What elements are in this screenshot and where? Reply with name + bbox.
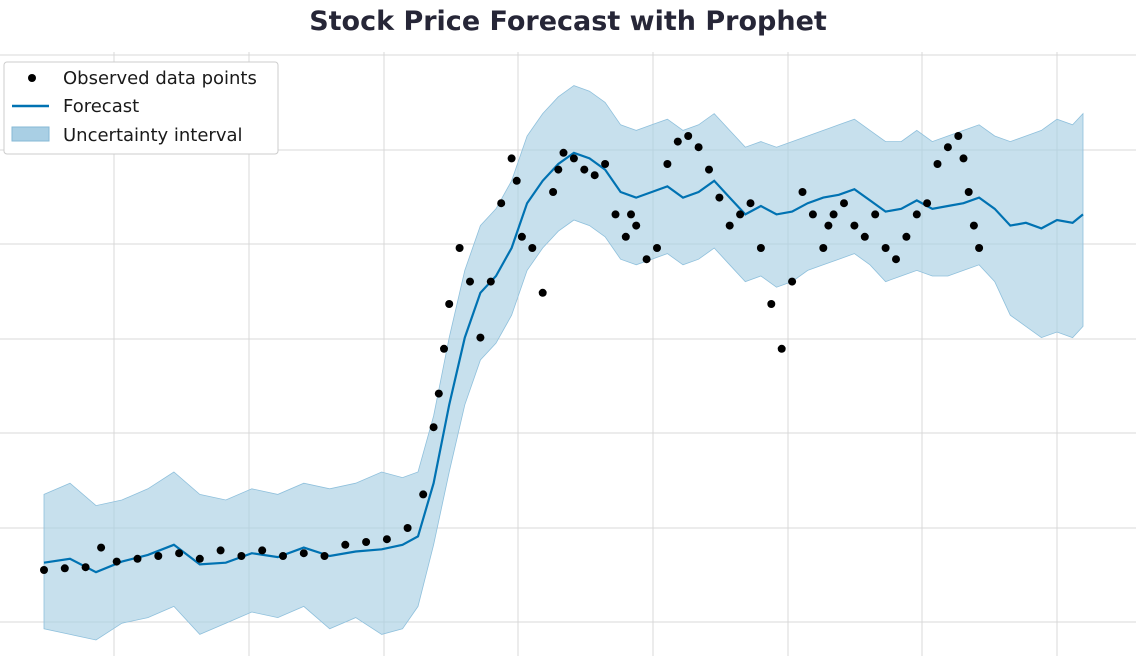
observed-point [767, 300, 776, 308]
observed-point [725, 221, 734, 230]
observed-point [694, 143, 703, 152]
chart-title: Stock Price Forecast with Prophet [309, 6, 827, 37]
observed-points [40, 132, 984, 574]
observed-point [476, 333, 485, 342]
observed-point [403, 524, 412, 532]
observed-point [902, 232, 911, 241]
observed-point [40, 566, 48, 574]
observed-point [627, 210, 635, 219]
observed-point [112, 557, 121, 566]
observed-point [362, 538, 371, 546]
observed-point [559, 148, 568, 157]
observed-point [788, 277, 797, 286]
observed-point [611, 210, 620, 219]
observed-point [549, 188, 558, 196]
observed-point [81, 563, 90, 572]
observed-point [507, 154, 516, 163]
observed-point [517, 232, 526, 241]
observed-point [653, 244, 661, 252]
observed-point [829, 210, 838, 219]
observed-point [840, 199, 848, 208]
observed-point [279, 552, 287, 560]
forecast-line [43, 151, 1084, 574]
observed-point [320, 552, 329, 560]
observed-point [512, 176, 521, 185]
observed-point [601, 160, 610, 168]
observed-point [382, 535, 391, 544]
observed-point [497, 199, 506, 208]
observed-point [923, 199, 932, 208]
legend: Observed data points Forecast Uncertaint… [3, 61, 279, 155]
observed-point [554, 165, 563, 174]
observed-point [798, 188, 807, 196]
observed-point [97, 543, 106, 552]
observed-point [440, 344, 448, 353]
observed-point [881, 244, 890, 252]
observed-point [258, 546, 267, 555]
observed-point [154, 552, 163, 560]
observed-point [975, 244, 984, 252]
observed-point [705, 165, 713, 174]
observed-point [871, 210, 880, 219]
observed-point [341, 540, 350, 549]
observed-point [663, 160, 672, 168]
observed-point [299, 549, 308, 558]
observed-point [850, 221, 859, 230]
observed-point [736, 210, 745, 219]
observed-point [746, 199, 755, 208]
observed-point [569, 154, 578, 163]
observed-point [216, 546, 225, 555]
observed-point [954, 132, 963, 140]
observed-point [434, 389, 443, 398]
legend-interval-marker [11, 126, 50, 142]
observed-point [466, 277, 474, 286]
observed-point [959, 154, 968, 163]
observed-point [419, 490, 428, 499]
observed-point [60, 564, 69, 573]
observed-point [964, 188, 973, 196]
observed-point [538, 288, 547, 297]
observed-point [715, 193, 724, 202]
observed-point [808, 210, 817, 219]
observed-point [642, 255, 651, 264]
observed-point [528, 244, 537, 252]
observed-point [632, 221, 641, 230]
observed-point [943, 143, 952, 152]
observed-point [819, 244, 828, 252]
observed-point [580, 165, 589, 174]
observed-point [195, 554, 204, 563]
observed-point [590, 171, 599, 180]
observed-point [912, 210, 921, 219]
observed-point [445, 300, 454, 308]
observed-point [824, 221, 833, 230]
legend-observed-marker [28, 74, 36, 82]
observed-point [933, 160, 942, 168]
observed-point [673, 137, 682, 146]
legend-forecast-label: Forecast [63, 96, 139, 117]
observed-point [429, 423, 438, 432]
uncertainty-band [43, 85, 1084, 641]
legend-observed-label: Observed data points [63, 68, 257, 89]
observed-point [175, 549, 184, 558]
observed-point [486, 277, 495, 286]
observed-point [455, 244, 464, 252]
observed-point [684, 132, 693, 140]
observed-point [237, 552, 246, 560]
observed-point [860, 232, 869, 241]
legend-box [3, 61, 279, 155]
observed-point [777, 344, 786, 353]
observed-point [133, 554, 142, 563]
observed-point [621, 232, 630, 241]
observed-point [892, 255, 900, 264]
legend-interval-label: Uncertainty interval [63, 125, 243, 146]
observed-point [756, 244, 765, 252]
observed-point [969, 221, 978, 230]
